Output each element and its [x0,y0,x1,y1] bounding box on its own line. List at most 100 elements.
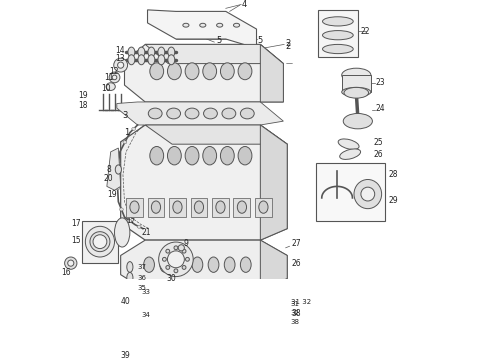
Ellipse shape [138,47,145,57]
Text: 16: 16 [61,268,71,277]
Text: 29: 29 [389,196,398,205]
Ellipse shape [168,147,181,165]
Polygon shape [107,148,121,190]
Bar [255,198,272,217]
Text: 3: 3 [122,111,127,120]
Text: 2: 2 [286,39,291,48]
Ellipse shape [186,257,189,261]
Ellipse shape [343,113,372,129]
Ellipse shape [361,187,375,201]
Ellipse shape [159,242,193,276]
Ellipse shape [138,55,145,65]
Ellipse shape [160,257,171,273]
Ellipse shape [85,226,115,257]
Bar [191,198,207,217]
Text: 38: 38 [290,319,299,325]
Bar [147,198,165,217]
Text: 27: 27 [291,239,301,248]
Ellipse shape [195,201,203,213]
Polygon shape [124,290,286,360]
Ellipse shape [259,201,268,213]
Ellipse shape [165,306,182,323]
Text: 38: 38 [291,309,301,318]
Ellipse shape [342,87,371,96]
Ellipse shape [168,251,184,268]
Ellipse shape [109,72,120,83]
Ellipse shape [168,47,175,57]
Ellipse shape [182,266,186,269]
Ellipse shape [158,47,165,57]
Ellipse shape [344,87,368,98]
Ellipse shape [222,108,236,119]
Ellipse shape [224,257,235,273]
Bar [342,75,371,92]
Polygon shape [145,44,283,64]
Ellipse shape [208,257,219,273]
Ellipse shape [120,208,123,211]
Ellipse shape [217,23,223,27]
Ellipse shape [130,201,139,213]
Ellipse shape [118,62,124,68]
Text: 5: 5 [257,36,263,45]
Ellipse shape [216,201,225,213]
Text: 9: 9 [184,239,189,248]
Ellipse shape [150,147,164,165]
Ellipse shape [203,63,217,80]
Ellipse shape [144,257,154,273]
Ellipse shape [322,44,353,54]
Text: 17: 17 [126,218,135,224]
Text: 37: 37 [138,264,147,270]
Ellipse shape [127,262,133,273]
Text: 22: 22 [360,27,369,36]
Text: 28: 28 [389,170,398,179]
Text: 17: 17 [71,219,80,228]
Polygon shape [149,290,199,340]
Ellipse shape [203,108,218,119]
Ellipse shape [322,17,353,26]
Ellipse shape [128,47,135,57]
Ellipse shape [148,55,155,65]
Ellipse shape [168,63,181,80]
Ellipse shape [150,63,164,80]
Ellipse shape [116,187,120,190]
Ellipse shape [166,249,170,253]
Text: 8: 8 [107,165,112,174]
Ellipse shape [106,83,115,90]
Polygon shape [145,125,287,144]
Polygon shape [260,240,287,290]
Ellipse shape [340,149,361,159]
Text: 4: 4 [242,0,247,9]
Text: 40: 40 [121,297,130,306]
Text: 32: 32 [290,310,299,316]
Ellipse shape [234,23,240,27]
Polygon shape [260,290,286,360]
Ellipse shape [158,55,165,65]
Ellipse shape [115,165,122,174]
Ellipse shape [155,296,192,334]
Ellipse shape [237,201,246,213]
Text: 33: 33 [142,289,150,295]
Ellipse shape [65,257,77,269]
Text: 34: 34 [142,312,150,318]
Ellipse shape [200,23,206,27]
Ellipse shape [148,108,162,119]
Polygon shape [117,102,283,125]
Ellipse shape [182,249,186,253]
Text: 31: 31 [290,301,299,307]
Ellipse shape [192,257,203,273]
Text: 12: 12 [109,67,119,76]
Ellipse shape [93,235,107,248]
Bar [234,198,250,217]
Ellipse shape [241,108,254,119]
Polygon shape [260,44,283,102]
Ellipse shape [114,58,127,72]
Text: 10: 10 [101,84,110,93]
Polygon shape [260,125,287,240]
Bar [169,198,186,217]
Ellipse shape [176,257,187,273]
Ellipse shape [128,219,132,222]
Text: —: — [286,60,293,67]
Ellipse shape [127,273,133,283]
Text: 11: 11 [104,73,114,82]
Ellipse shape [166,266,170,269]
